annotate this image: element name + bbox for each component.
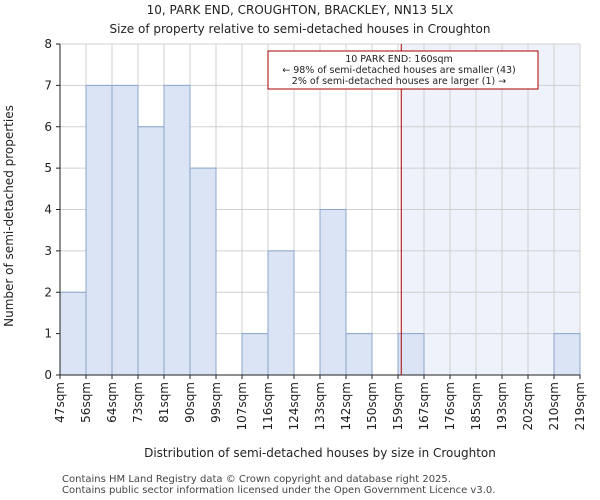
x-tick-label: 202sqm xyxy=(521,382,535,430)
y-tick-label: 5 xyxy=(44,161,52,175)
x-tick-label: 219sqm xyxy=(573,382,587,430)
histogram-bar xyxy=(189,167,217,376)
annotation-title: 10 PARK END: 160sqm xyxy=(345,54,453,65)
footer-copyright: Contains HM Land Registry data © Crown c… xyxy=(62,474,451,485)
histogram-bar xyxy=(163,84,191,376)
histogram-bar xyxy=(345,333,373,376)
y-tick-label: 7 xyxy=(44,78,52,92)
y-tick-label: 2 xyxy=(44,285,52,299)
histogram-bar xyxy=(241,333,269,376)
y-tick-label: 6 xyxy=(44,120,52,134)
histogram-bar xyxy=(267,250,295,376)
annotation-smaller: ← 98% of semi-detached houses are smalle… xyxy=(282,65,516,76)
x-tick-label: 124sqm xyxy=(287,382,301,430)
chart-subtitle: Size of property relative to semi-detach… xyxy=(109,22,491,36)
annotation-box xyxy=(267,50,539,90)
x-tick-label: 116sqm xyxy=(261,382,275,430)
x-tick-label: 185sqm xyxy=(469,382,483,430)
x-tick-label: 176sqm xyxy=(443,382,457,430)
x-axis-label: Distribution of semi-detached houses by … xyxy=(144,446,496,460)
x-tick-label: 81sqm xyxy=(157,382,171,423)
chart-title: 10, PARK END, CROUGHTON, BRACKLEY, NN13 … xyxy=(146,3,454,17)
x-tick-label: 159sqm xyxy=(391,382,405,430)
x-tick-label: 64sqm xyxy=(105,382,119,423)
x-tick-label: 90sqm xyxy=(183,382,197,423)
histogram-bar xyxy=(111,84,139,376)
x-tick-label: 56sqm xyxy=(79,382,93,423)
x-tick-label: 167sqm xyxy=(417,382,431,430)
x-tick-label: 107sqm xyxy=(235,382,249,430)
histogram-bar xyxy=(553,333,581,376)
y-axis-label: Number of semi-detached properties xyxy=(2,105,16,327)
histogram-bar xyxy=(85,84,113,376)
footer-licence: Contains public sector information licen… xyxy=(62,485,496,496)
x-tick-label: 99sqm xyxy=(209,382,223,423)
y-tick-label: 3 xyxy=(44,244,52,258)
x-tick-label: 142sqm xyxy=(339,382,353,430)
y-tick-label: 0 xyxy=(44,368,52,382)
histogram-bar xyxy=(137,126,165,376)
x-tick-label: 193sqm xyxy=(495,382,509,430)
x-tick-label: 47sqm xyxy=(53,382,67,423)
y-tick-label: 1 xyxy=(44,327,52,341)
x-tick-label: 210sqm xyxy=(547,382,561,430)
histogram-bar xyxy=(319,209,347,376)
histogram-bar xyxy=(59,291,87,376)
histogram-bar xyxy=(397,333,425,376)
x-tick-label: 150sqm xyxy=(365,382,379,430)
y-tick-label: 4 xyxy=(44,203,52,217)
annotation-larger: 2% of semi-detached houses are larger (1… xyxy=(292,76,506,87)
y-tick-label: 8 xyxy=(44,37,52,51)
x-tick-label: 73sqm xyxy=(131,382,145,423)
x-tick-label: 133sqm xyxy=(313,382,327,430)
